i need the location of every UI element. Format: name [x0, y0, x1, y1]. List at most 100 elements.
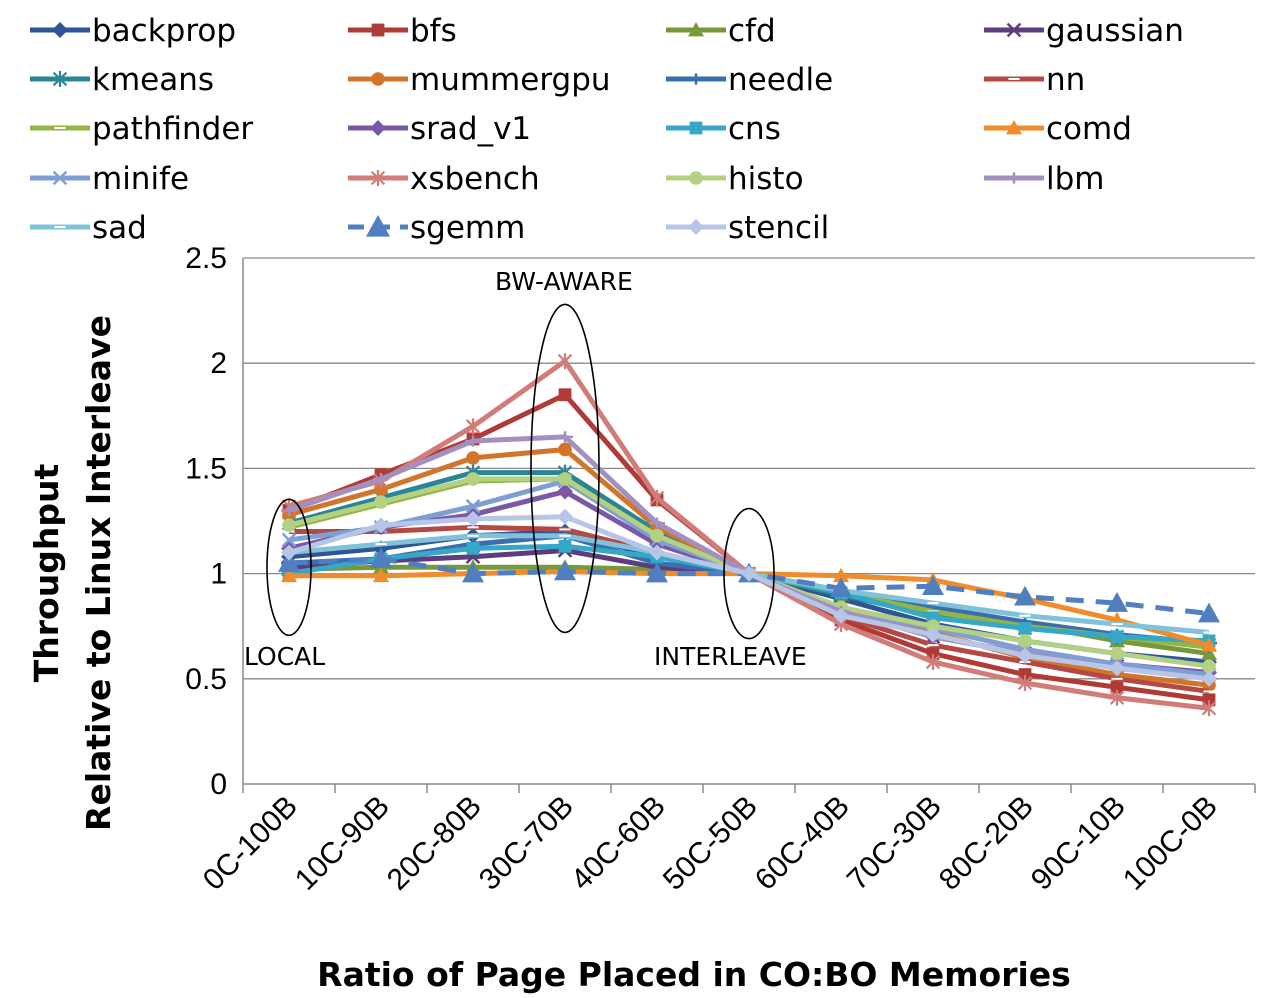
legend-item-xsbench: xsbench	[348, 161, 540, 197]
data-point	[649, 489, 665, 506]
y-tick-label: 0	[210, 768, 227, 801]
x-tick-label: 0C-100B	[197, 790, 304, 897]
data-point	[1017, 647, 1033, 664]
y-axis-title-line-2: Relative to Linux Interleave	[79, 315, 118, 831]
x-tick-label: 40C-60B	[565, 790, 672, 897]
data-point	[466, 472, 480, 486]
legend-marker	[688, 22, 704, 37]
data-point	[281, 544, 297, 561]
data-point	[465, 498, 481, 514]
legend-marker	[688, 73, 704, 85]
legend-label: backprop	[92, 13, 236, 49]
legend-label: needle	[728, 62, 833, 98]
annotation-ellipse	[723, 507, 775, 640]
data-point	[741, 565, 757, 582]
x-tick-labels: 0C-100B10C-90B20C-80B30C-70B40C-60B50C-5…	[197, 790, 1224, 897]
x-tick-label: 50C-50B	[657, 790, 764, 897]
annotation-label: LOCAL	[244, 642, 325, 671]
legend-marker	[52, 22, 68, 38]
legend-item-comd: comd	[984, 111, 1132, 147]
legend-label: cfd	[728, 13, 776, 49]
legend-item-histo: histo	[666, 161, 804, 197]
data-point	[1109, 660, 1125, 677]
data-point	[646, 562, 668, 583]
data-point	[558, 442, 572, 457]
data-point	[465, 418, 481, 435]
legend-item-nn: nn	[984, 62, 1085, 98]
data-point	[281, 504, 297, 517]
data-point	[1017, 675, 1033, 692]
legend-item-cns: cns	[666, 111, 781, 147]
x-axis-title: Ratio of Page Placed in CO:BO Memories	[317, 955, 1071, 994]
legend-label: lbm	[1046, 161, 1105, 197]
legend-marker	[371, 72, 385, 86]
x-tick-label: 20C-80B	[381, 790, 488, 897]
legend-item-lbm: lbm	[984, 161, 1105, 197]
data-point	[833, 607, 849, 624]
legend-label: comd	[1046, 111, 1132, 147]
legend-item-bfs: bfs	[348, 13, 457, 49]
data-point	[281, 532, 297, 548]
data-point	[925, 653, 941, 670]
legend-label: nn	[1046, 62, 1085, 98]
annotation-ellipse	[266, 498, 312, 637]
legend-item-cfd: cfd	[666, 13, 776, 49]
data-point	[926, 647, 940, 660]
data-point	[374, 482, 388, 497]
data-point	[465, 510, 481, 527]
data-point	[1201, 670, 1217, 687]
legend-marker	[689, 171, 703, 185]
data-point	[278, 552, 300, 572]
legend-marker	[366, 215, 390, 237]
legend-label: histo	[728, 161, 804, 197]
data-point	[282, 518, 296, 533]
legend-item-sgemm: sgemm	[348, 210, 525, 246]
legend-marker	[52, 71, 68, 87]
legend-item-pathfinder: pathfinder	[30, 111, 253, 147]
legend-label: sad	[92, 210, 147, 246]
legend-label: gaussian	[1046, 13, 1184, 49]
data-point	[649, 517, 665, 529]
data-point	[1110, 680, 1124, 694]
legend-marker	[371, 23, 385, 37]
legend-label: pathfinder	[92, 111, 253, 147]
y-tick-label: 2.5	[185, 242, 227, 275]
data-point	[373, 473, 389, 485]
legend-marker	[688, 219, 704, 235]
x-tick-label: 30C-70B	[473, 790, 580, 897]
data-point	[373, 517, 389, 534]
y-tick-label: 1	[210, 558, 227, 591]
legend-label: minife	[92, 161, 189, 197]
data-point	[466, 541, 480, 555]
annotations: LOCAL BW-AWARE INTERLEAVE	[244, 267, 807, 671]
legend-item-mummergpu: mummergpu	[348, 62, 611, 98]
y-axis-title-line-1: Throughput	[27, 464, 66, 683]
series-lines	[278, 353, 1220, 717]
legend-item-gaussian: gaussian	[984, 13, 1184, 49]
legend-marker	[1006, 120, 1022, 135]
legend-label: stencil	[728, 210, 829, 246]
legend-label: mummergpu	[410, 62, 611, 98]
y-tick-label: 1.5	[185, 452, 227, 485]
x-tick-label: 100C-0B	[1117, 790, 1224, 897]
legend-label: srad_v1	[410, 111, 531, 147]
legend-item-srad-v1: srad_v1	[348, 111, 531, 147]
data-point	[649, 544, 665, 561]
legend-marker	[1006, 22, 1022, 38]
data-point	[374, 495, 388, 509]
data-point	[281, 567, 297, 583]
data-point	[373, 567, 389, 583]
data-point	[1110, 646, 1124, 661]
legend-marker	[52, 170, 68, 186]
data-point	[833, 567, 849, 583]
x-tick-label: 80C-20B	[933, 790, 1040, 897]
x-tick-label: 90C-10B	[1025, 790, 1132, 897]
data-point	[925, 626, 941, 643]
data-point	[1018, 621, 1032, 635]
legend-label: kmeans	[92, 62, 214, 98]
legend-item-backprop: backprop	[30, 13, 236, 49]
series-stencil	[281, 508, 1217, 687]
data-point	[557, 483, 573, 500]
data-point	[1202, 659, 1216, 673]
